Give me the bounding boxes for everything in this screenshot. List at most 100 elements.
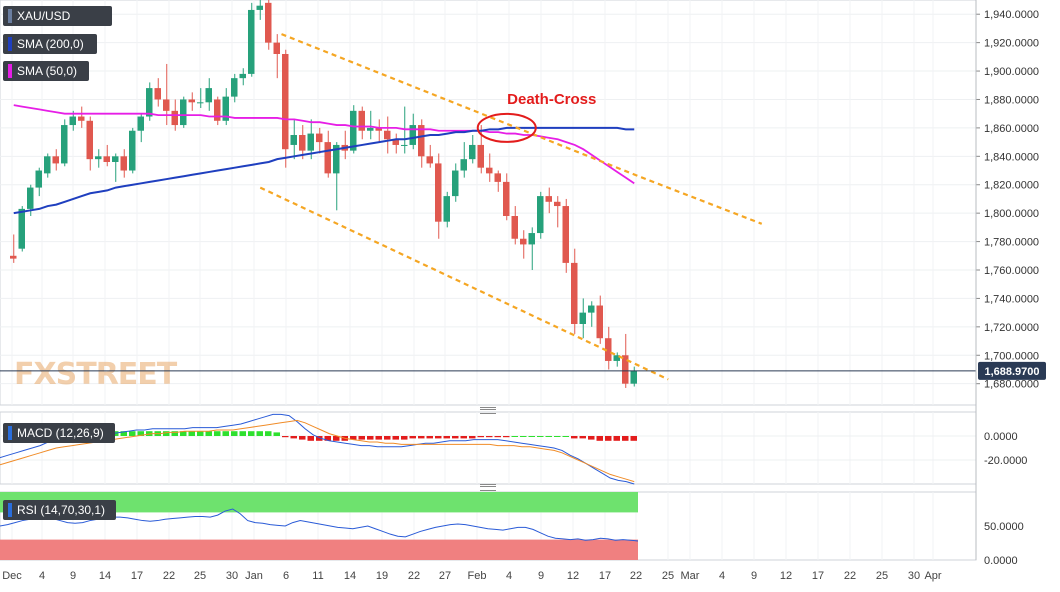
candle xyxy=(375,119,382,143)
candle-body xyxy=(44,156,51,174)
candle xyxy=(231,73,238,103)
macd-bar xyxy=(239,431,246,436)
candle xyxy=(273,34,280,79)
macd-bar xyxy=(214,431,221,436)
candle-body xyxy=(18,208,25,249)
macd-bar xyxy=(120,431,127,436)
candle xyxy=(571,248,578,334)
macd-bar xyxy=(418,436,425,439)
macd-bar xyxy=(503,436,510,438)
candle xyxy=(435,153,442,239)
x-tick-label: 12 xyxy=(567,570,579,582)
candle xyxy=(154,78,161,107)
macd-bar xyxy=(477,436,484,438)
candle xyxy=(503,173,510,221)
sma200-swatch-icon xyxy=(8,37,12,51)
candle-body xyxy=(239,73,246,79)
price-tick-label: 1,880.0000 xyxy=(984,94,1039,106)
candle-body xyxy=(452,170,459,197)
macd-bar xyxy=(588,436,595,440)
x-tick-label: Dec xyxy=(2,570,22,582)
price-tick-label: 1,720.0000 xyxy=(984,322,1039,334)
macd-bar xyxy=(324,436,331,441)
macd-bar xyxy=(409,436,416,439)
x-tick-label: 17 xyxy=(812,570,824,582)
legend-sma200[interactable]: SMA (200,0) xyxy=(3,34,97,54)
legend-rsi[interactable]: RSI (14,70,30,1) xyxy=(3,500,116,520)
candle xyxy=(95,149,102,168)
macd-bar xyxy=(545,436,552,437)
x-tick-label: 22 xyxy=(163,570,175,582)
legend-macd[interactable]: MACD (12,26,9) xyxy=(3,423,115,443)
x-tick-label: 22 xyxy=(844,570,856,582)
price-grid xyxy=(0,13,976,385)
candle xyxy=(86,116,93,171)
legend-symbol[interactable]: XAU/USD xyxy=(3,6,112,26)
macd-tick-label: 0.0000 xyxy=(984,431,1018,443)
candle-body xyxy=(494,173,501,182)
candle-body xyxy=(154,88,161,100)
candle-body xyxy=(460,159,467,171)
x-tick-label: 4 xyxy=(39,570,45,582)
candle-body xyxy=(537,196,544,234)
x-tick-label: 14 xyxy=(99,570,111,582)
macd-bar xyxy=(605,436,612,441)
candle-body xyxy=(129,130,136,171)
macd-bar xyxy=(375,436,382,440)
macd-bar xyxy=(197,431,204,436)
candle xyxy=(197,88,204,108)
candles xyxy=(10,0,637,388)
candle-body xyxy=(248,9,255,74)
legend-sma50[interactable]: SMA (50,0) xyxy=(3,61,89,81)
macd-bar xyxy=(401,436,408,440)
macd-bar xyxy=(137,431,144,436)
candle-body xyxy=(443,196,450,222)
candle-body xyxy=(69,116,76,126)
x-tick-label: 12 xyxy=(780,570,792,582)
macd-swatch-icon xyxy=(8,426,12,440)
candle-body xyxy=(520,238,527,245)
macd-bar xyxy=(171,431,178,436)
candle xyxy=(180,96,187,128)
sma200-line xyxy=(13,126,635,215)
candle-body xyxy=(418,125,425,157)
death-cross-label: Death-Cross xyxy=(507,91,596,108)
legend-macd-label: MACD (12,26,9) xyxy=(17,426,104,440)
macd-bar xyxy=(435,436,442,439)
candle xyxy=(426,144,433,168)
candle-body xyxy=(426,156,433,164)
candle-body xyxy=(435,163,442,222)
candle-body xyxy=(10,255,17,259)
price-tick-label: 1,900.0000 xyxy=(984,66,1039,78)
price-tick-label: 1,920.0000 xyxy=(984,38,1039,50)
candle xyxy=(511,206,518,245)
x-tick-label: 17 xyxy=(599,570,611,582)
candle-body xyxy=(503,181,510,216)
candle-body xyxy=(367,127,374,131)
candle-body xyxy=(231,78,238,97)
candle-body xyxy=(307,133,314,151)
candle xyxy=(248,2,255,77)
candle xyxy=(418,119,425,168)
candle xyxy=(52,149,59,171)
x-tick-label: Apr xyxy=(924,570,941,582)
pane-resize-handle-macd[interactable] xyxy=(480,407,496,414)
macd-bar xyxy=(350,436,357,440)
candle-body xyxy=(120,156,127,171)
candle xyxy=(146,82,153,121)
macd-bar xyxy=(290,436,297,439)
price-tick-label: 1,860.0000 xyxy=(984,123,1039,135)
candle-body xyxy=(205,88,212,103)
macd-bar xyxy=(333,436,340,441)
macd-bar xyxy=(307,436,314,441)
candle-body xyxy=(265,2,272,43)
pane-resize-handle-rsi[interactable] xyxy=(480,484,496,491)
candle xyxy=(579,298,586,339)
macd-bar xyxy=(231,431,238,436)
candle-body xyxy=(137,116,144,131)
x-tick-label: 22 xyxy=(408,570,420,582)
candle-body xyxy=(613,355,620,361)
candle xyxy=(44,153,51,178)
legend-symbol-label: XAU/USD xyxy=(17,9,71,23)
